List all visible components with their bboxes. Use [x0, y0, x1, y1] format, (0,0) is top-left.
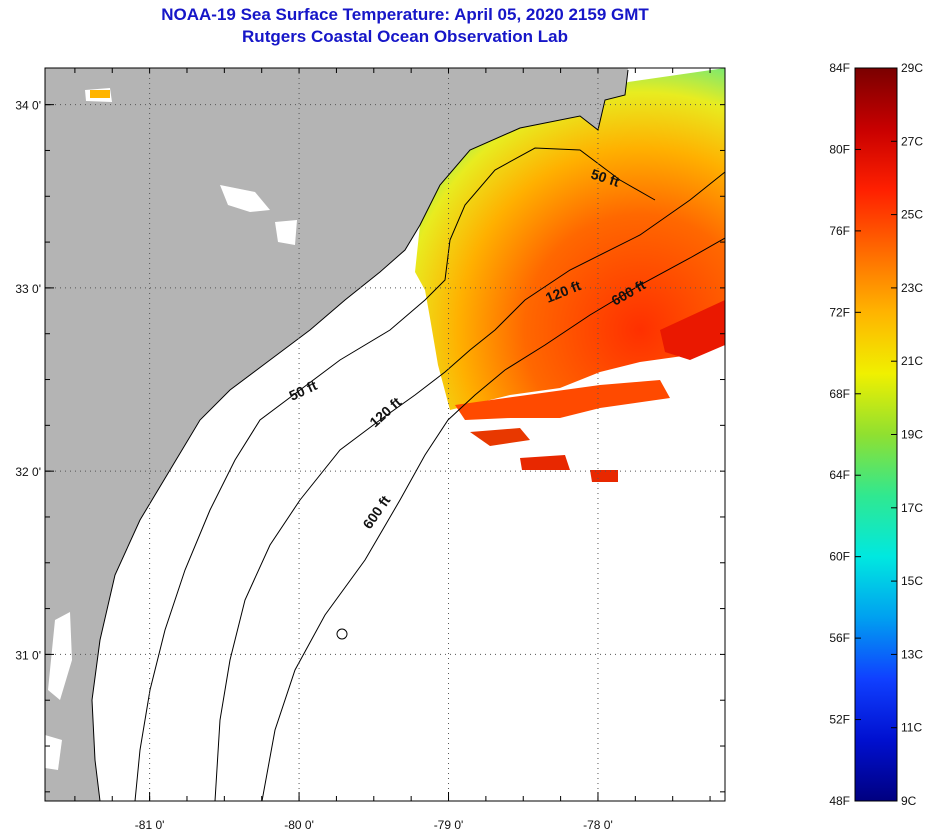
coastline: [91, 69, 629, 801]
celsius-label: 25C: [901, 208, 923, 222]
fahrenheit-label: 84F: [829, 61, 850, 75]
colorbar-labels: 84F 80F 76F 72F 68F 64F 60F 56F 52F 48F 29C 27C 25C 2…: [829, 61, 923, 808]
celsius-label: 27C: [901, 134, 923, 148]
fahrenheit-label: 56F: [829, 631, 850, 645]
lat-tick-label: 33 0': [15, 282, 41, 296]
inland-blob-2: [275, 220, 297, 245]
fahrenheit-label: 64F: [829, 468, 850, 482]
sst-hot-patch: [660, 300, 725, 360]
inland-blob: [220, 185, 270, 212]
lat-tick-label: 31 0': [15, 648, 41, 662]
fahrenheit-label: 52F: [829, 713, 850, 727]
fahrenheit-label: 72F: [829, 305, 850, 319]
lon-tick-label: -81 0': [135, 818, 165, 832]
celsius-label: 29C: [901, 61, 923, 75]
land: [45, 68, 628, 801]
axis-ticks: -81 0' -80 0' -79 0' -78 0' 34 0' 33 0' 32 0' 3…: [15, 68, 725, 832]
fahrenheit-label: 48F: [829, 794, 850, 808]
fahrenheit-label: 68F: [829, 387, 850, 401]
celsius-label: 23C: [901, 281, 923, 295]
lon-tick-label: -78 0': [583, 818, 613, 832]
map-title: NOAA-19 Sea Surface Temperature: April 0…: [161, 5, 649, 24]
isobath-600ft: [261, 237, 725, 801]
celsius-label: 21C: [901, 354, 923, 368]
sst-data-region: [415, 68, 725, 410]
sst-warm-patch: [520, 455, 570, 470]
lat-tick-label: 32 0': [15, 465, 41, 479]
celsius-label: 11C: [901, 721, 922, 735]
isobath-120ft: [214, 171, 725, 801]
celsius-label: 19C: [901, 428, 923, 442]
sst-warm-strip: [455, 380, 670, 420]
map-subtitle: Rutgers Coastal Ocean Observation Lab: [242, 27, 568, 46]
seamount-contour: [336, 628, 348, 640]
celsius-label: 9C: [901, 794, 917, 808]
lon-tick-label: -80 0': [284, 818, 314, 832]
map-frame: [44, 67, 726, 802]
celsius-label: 17C: [901, 501, 923, 515]
lon-tick-label: -79 0': [434, 818, 464, 832]
celsius-label: 15C: [901, 574, 923, 588]
colorbar-gradient: [854, 67, 898, 802]
sst-warm-patch-2: [590, 470, 618, 482]
map-area: [45, 68, 725, 801]
inland-pixels: [90, 90, 110, 98]
fahrenheit-label: 60F: [829, 550, 850, 564]
inland-blob-4: [48, 612, 72, 700]
celsius-label: 13C: [901, 647, 923, 661]
fahrenheit-label: 76F: [829, 224, 850, 238]
sst-warm-patch-3: [470, 428, 530, 446]
isobath-50ft: [134, 147, 656, 801]
fahrenheit-label: 80F: [829, 142, 850, 156]
lat-tick-label: 34 0': [15, 99, 41, 113]
graticule: [45, 68, 725, 801]
inland-blob-5: [45, 735, 62, 770]
